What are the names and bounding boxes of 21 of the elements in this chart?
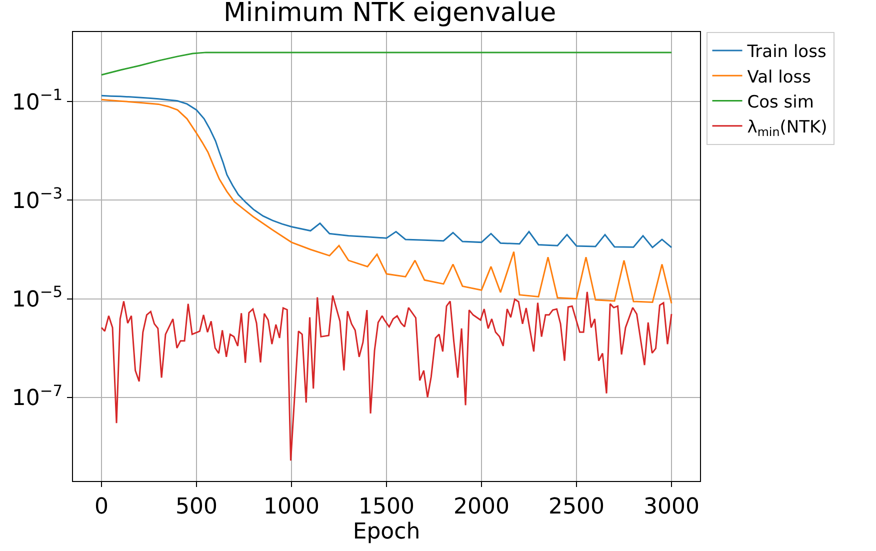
- x-axis-title: Epoch: [352, 519, 420, 544]
- x-tick-label: 3000: [644, 494, 700, 520]
- legend-label: Val loss: [747, 67, 812, 88]
- y-tick-label: 10$^{−7}$: [12, 382, 63, 411]
- legend-label: λ$_{min}$(NTK): [747, 117, 828, 140]
- y-tick-label: 10$^{−1}$: [12, 86, 63, 116]
- chart-title: Minimum NTK eigenvalue: [224, 0, 556, 28]
- legend-label: Train loss: [746, 42, 826, 62]
- line-series: [100, 94, 672, 248]
- x-tick-label: 1000: [264, 494, 320, 520]
- y-tick-label: 10$^{−3}$: [12, 184, 63, 214]
- x-tick-label: 500: [176, 494, 218, 520]
- line-series: [100, 52, 672, 76]
- x-tick-label: 1500: [358, 494, 414, 520]
- legend-label: Cos sim: [747, 92, 814, 112]
- x-tick-label: 0: [94, 494, 108, 520]
- y-tick-label: 10$^{−5}$: [12, 283, 63, 312]
- x-tick-label: 2000: [454, 494, 510, 520]
- line-series: [100, 291, 672, 462]
- line-series: [100, 98, 672, 304]
- x-tick-label: 2500: [548, 494, 604, 520]
